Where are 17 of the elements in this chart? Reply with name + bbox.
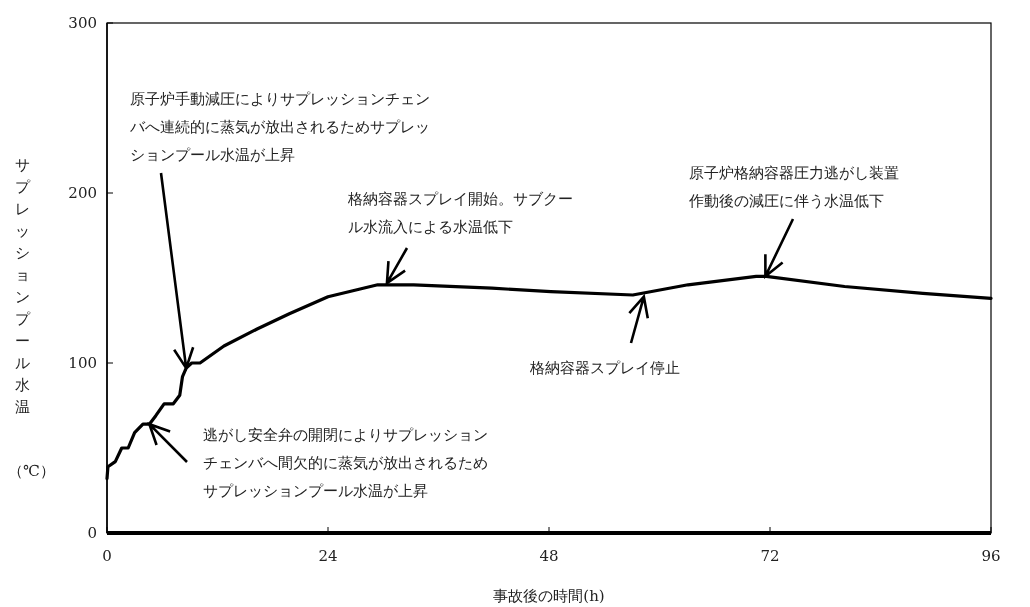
- annotation: 逃がし安全弁の開閉によりサプレッションチェンバへ間欠的に蒸気が放出されるためサプレッションプール水温が上昇: [203, 426, 488, 500]
- y-tick-label: 300: [68, 14, 97, 32]
- x-tick-label: 0: [102, 547, 112, 565]
- annotation: 原子炉格納容器圧力逃がし装置作動後の減圧に伴う水温低下: [688, 164, 899, 210]
- annotation: 格納容器スプレイ停止: [529, 359, 680, 377]
- text: （℃）: [8, 462, 55, 480]
- x-tick-label: 96: [981, 547, 1001, 565]
- annotation: 原子炉手動減圧によりサプレッションチェンバへ連続的に蒸気が放出されるためサプレッションプール水温が上昇: [129, 90, 430, 164]
- y-tick-label: 0: [87, 524, 97, 542]
- annotation: 格納容器スプレイ開始。サブクール水流入による水温低下: [347, 190, 573, 236]
- y-tick-label: 100: [68, 354, 97, 372]
- x-tick-label: 48: [539, 547, 559, 565]
- x-axis-title: 事故後の時間(h): [493, 587, 605, 605]
- text: サプレッションプール水温: [14, 156, 30, 416]
- x-tick-label: 24: [318, 547, 338, 565]
- y-tick-label: 200: [68, 184, 97, 202]
- x-tick-label: 72: [760, 547, 780, 565]
